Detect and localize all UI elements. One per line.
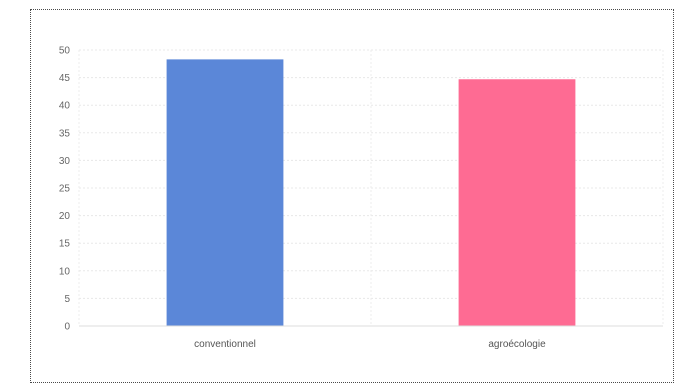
y-tick-label: 15 [59, 239, 71, 250]
chart-frame: 0 5 10 15 20 25 30 35 40 45 50 conventionnel agroéc… [30, 9, 674, 383]
y-axis: 0 5 10 15 20 25 30 35 40 45 50 [59, 46, 71, 333]
bar-conventionnel [166, 59, 284, 326]
bars [166, 59, 576, 326]
x-tick-label: conventionnel [194, 339, 256, 350]
y-tick-label: 30 [59, 156, 71, 167]
x-tick-label: agroécologie [488, 339, 546, 350]
y-tick-label: 50 [59, 46, 71, 57]
y-tick-label: 45 [59, 73, 71, 84]
bar-agroecologie [458, 79, 576, 326]
y-tick-label: 10 [59, 266, 71, 277]
y-tick-label: 0 [64, 322, 70, 333]
y-tick-label: 40 [59, 101, 71, 112]
y-tick-label: 25 [59, 184, 71, 195]
bar-chart: 0 5 10 15 20 25 30 35 40 45 50 conventionnel agroéc… [59, 46, 664, 350]
y-tick-label: 5 [64, 294, 70, 305]
x-axis: conventionnel agroécologie [79, 325, 663, 350]
y-tick-label: 20 [59, 211, 71, 222]
y-tick-label: 35 [59, 128, 71, 139]
